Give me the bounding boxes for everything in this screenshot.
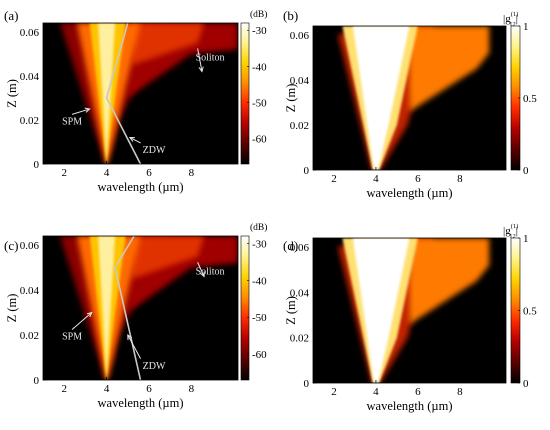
x-tick-label: 4 bbox=[104, 167, 110, 179]
heatmap bbox=[59, 23, 238, 164]
x-tick-label: 2 bbox=[331, 386, 337, 398]
colorbar-label: |g(1) 12| bbox=[503, 223, 518, 240]
y-axis-label: Z (m) bbox=[284, 296, 298, 325]
x-tick-label: 6 bbox=[146, 383, 152, 395]
annotation-soliton: Soliton bbox=[196, 262, 225, 278]
x-tick-label: 6 bbox=[415, 386, 421, 398]
y-tick-label: 0.04 bbox=[290, 287, 310, 299]
colorbar-gradient bbox=[240, 235, 250, 381]
colorbar-tick-label: -60 bbox=[252, 349, 267, 361]
colorbar-tick-label: -40 bbox=[252, 61, 267, 73]
axes-frame bbox=[312, 237, 507, 384]
y-tick-label: 0 bbox=[34, 159, 40, 171]
panel-label: (a) bbox=[4, 8, 18, 23]
colorbar-tick-label: 0.5 bbox=[523, 93, 537, 105]
x-tick-label: 4 bbox=[373, 173, 379, 185]
panel-b: 2 4 6 8 0 0.02 0.04 0.06 wavelength (µm) Z (m) (b)… bbox=[283, 8, 537, 200]
y-axis-label: Z (m) bbox=[5, 294, 19, 323]
y-tick-label: 0.02 bbox=[20, 115, 39, 127]
panel-d: 2 4 6 8 0 0.02 0.04 0.06 wavelength (µm) Z (m) (d)… bbox=[283, 223, 537, 413]
y-tick-label: 0.04 bbox=[20, 71, 40, 83]
annotation-spm: SPM bbox=[62, 311, 93, 343]
axes-frame bbox=[42, 235, 239, 381]
x-tick-label: 4 bbox=[373, 386, 379, 398]
axes-frame bbox=[42, 22, 239, 165]
annotation-label: Soliton bbox=[196, 52, 225, 63]
colorbar-unit-label: (dB) bbox=[250, 222, 267, 233]
axes-frame bbox=[312, 25, 507, 171]
annotation-label: ZDW bbox=[143, 361, 166, 372]
heatmap bbox=[338, 26, 490, 170]
annotation-spm: SPM bbox=[62, 107, 91, 127]
x-tick-label: 8 bbox=[457, 386, 463, 398]
colorbar-tick-label: 0 bbox=[523, 378, 529, 390]
x-tick-label: 2 bbox=[61, 383, 67, 395]
annotation-label: ZDW bbox=[143, 145, 166, 156]
panel-a: SPM ZDW Soliton 2 4 6 8 0 0.02 0.04 0.06 wavelength… bbox=[4, 8, 267, 194]
x-axis-label: wavelength (µm) bbox=[367, 186, 453, 200]
y-tick-label: 0 bbox=[34, 375, 40, 387]
y-tick-label: 0.02 bbox=[20, 330, 39, 342]
colorbar-tick-label: 1 bbox=[523, 21, 529, 33]
y-tick-label: 0.02 bbox=[290, 120, 309, 132]
x-tick-label: 6 bbox=[146, 167, 152, 179]
y-tick-label: 0.04 bbox=[20, 285, 40, 297]
y-tick-label: 0 bbox=[304, 378, 310, 390]
colorbar: 1 0.5 0 |g(1) 12| bbox=[503, 223, 537, 390]
x-axis-label: wavelength (µm) bbox=[98, 180, 184, 194]
colorbar: -30 -40 -50 -60 (dB) bbox=[240, 222, 267, 381]
y-tick-label: 0.04 bbox=[290, 75, 310, 87]
colorbar-tick-label: -30 bbox=[252, 238, 267, 250]
colorbar-tick-label: 1 bbox=[523, 233, 529, 245]
y-axis-label: Z (m) bbox=[284, 84, 298, 113]
colorbar-gradient bbox=[240, 22, 250, 165]
y-tick-label: 0.02 bbox=[290, 333, 309, 345]
colorbar-unit-label: (dB) bbox=[250, 9, 267, 20]
panel-label: (d) bbox=[283, 238, 298, 253]
x-tick-label: 8 bbox=[457, 173, 463, 185]
colorbar-tick-label: -30 bbox=[252, 25, 267, 37]
panel-label: (b) bbox=[283, 8, 298, 23]
y-tick-label: 0.06 bbox=[20, 240, 40, 252]
colorbar: 1 0.5 0 |g(1) 12| bbox=[503, 11, 537, 177]
colorbar-tick-label: 0 bbox=[523, 165, 529, 177]
zdw-line bbox=[105, 23, 142, 164]
annotation-zdw: ZDW bbox=[127, 333, 166, 372]
heatmap bbox=[338, 238, 490, 383]
x-tick-label: 2 bbox=[331, 173, 337, 185]
colorbar-tick-label: -40 bbox=[252, 275, 267, 287]
x-axis-label: wavelength (µm) bbox=[367, 399, 453, 413]
x-tick-label: 2 bbox=[61, 167, 67, 179]
y-tick-label: 0 bbox=[304, 165, 310, 177]
annotation-zdw: ZDW bbox=[128, 137, 166, 156]
annotation-soliton: Soliton bbox=[196, 48, 225, 73]
x-axis-label: wavelength (µm) bbox=[98, 396, 184, 410]
y-tick-label: 0.06 bbox=[290, 242, 310, 254]
x-tick-label: 6 bbox=[415, 173, 421, 185]
y-axis-label: Z (m) bbox=[5, 79, 19, 108]
x-tick-label: 8 bbox=[189, 167, 195, 179]
panel-label: (c) bbox=[4, 238, 18, 253]
colorbar-tick-label: 0.5 bbox=[523, 306, 537, 318]
panel-c: SPM ZDW Soliton 2 4 6 8 0 0.02 0.04 0.06 wavelength… bbox=[4, 222, 267, 410]
colorbar-tick-label: -60 bbox=[252, 134, 267, 146]
x-tick-label: 8 bbox=[189, 383, 195, 395]
colorbar: -30 -40 -50 -60 (dB) bbox=[240, 9, 267, 165]
y-tick-label: 0.06 bbox=[20, 27, 40, 39]
colorbar-tick-label: -50 bbox=[252, 98, 267, 110]
x-tick-label: 4 bbox=[104, 383, 110, 395]
colorbar-tick-label: -50 bbox=[252, 312, 267, 324]
annotation-label: SPM bbox=[62, 332, 82, 343]
colorbar-label: |g(1) 12| bbox=[503, 11, 518, 28]
y-tick-label: 0.06 bbox=[290, 30, 310, 42]
annotation-label: SPM bbox=[62, 116, 82, 127]
annotation-label: Soliton bbox=[196, 266, 225, 277]
